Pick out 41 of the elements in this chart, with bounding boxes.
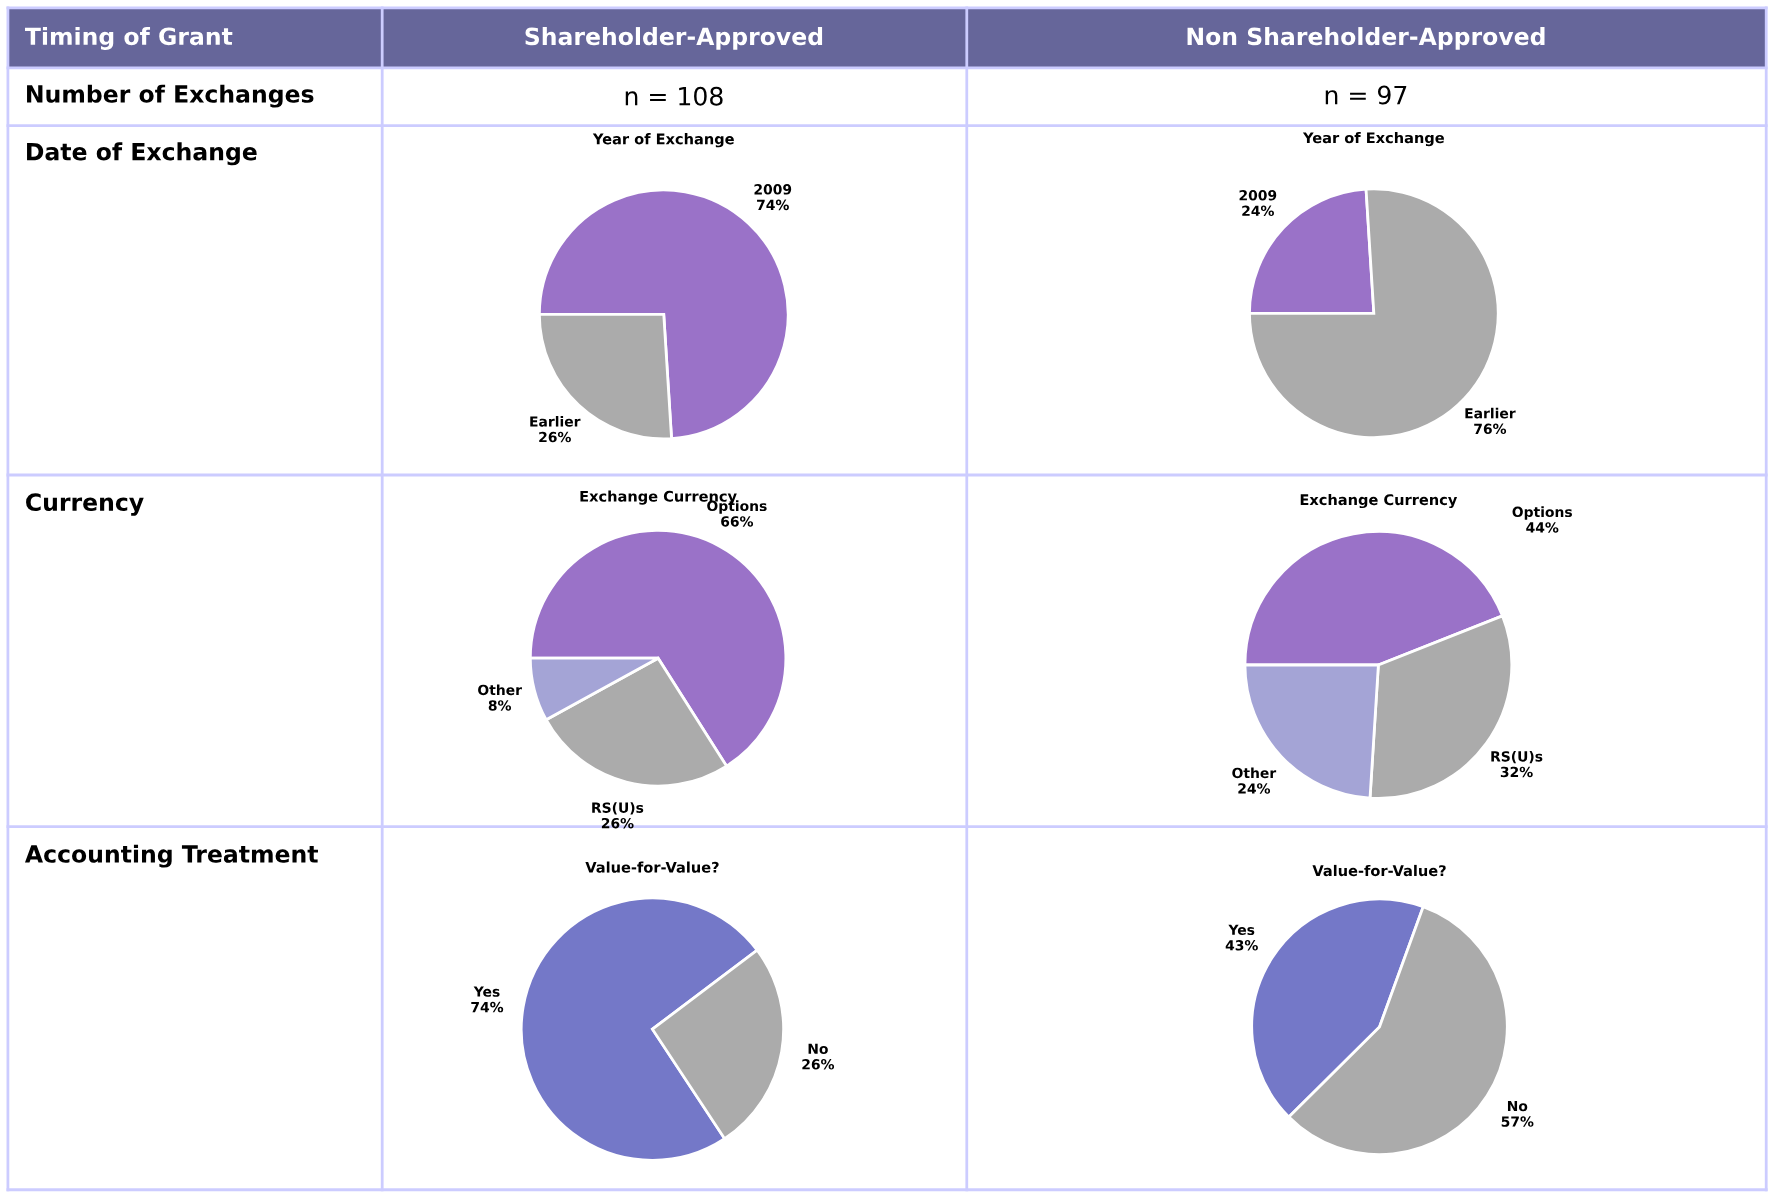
slice-label: Other (1232, 767, 1277, 779)
slice-label: No (1507, 1100, 1528, 1112)
text: n = 108 (625, 86, 723, 106)
data-label: 32% (1500, 766, 1533, 778)
data-label: 57% (1501, 1116, 1534, 1127)
slice-label: 2009 (754, 184, 792, 195)
data-label: 74% (757, 199, 789, 211)
data-label: 24% (1242, 205, 1274, 217)
data-label: 8% (488, 700, 512, 711)
data-label: 26% (802, 1059, 835, 1070)
slice-label: RS(U)s (1491, 750, 1543, 764)
data-label: 43% (1225, 940, 1258, 951)
data-label: 66% (721, 516, 754, 527)
data-label: 44% (1526, 522, 1559, 533)
slice-label: Earlier (530, 415, 581, 427)
text: Non Shareholder-Approved (1187, 27, 1545, 50)
slice-label: Yes (473, 986, 500, 997)
chart-title: Year of Exchange (1302, 131, 1444, 147)
text: n = 97 (1325, 85, 1407, 105)
chart-title: Value-for-Value? (1312, 864, 1446, 877)
text: Timing of Grant (24, 26, 233, 50)
slice-label: 2009 (1239, 190, 1277, 201)
data-label: 74% (471, 1001, 504, 1013)
text: Shareholder-Approved (525, 27, 823, 50)
text: Number of Exchanges (27, 84, 314, 108)
text: Date of Exchange (27, 142, 257, 166)
text: Accounting Treatment (24, 844, 318, 868)
slice-label: Yes (1228, 924, 1255, 936)
data-label: 26% (539, 431, 571, 443)
chart-title: Value-for-Value? (585, 861, 719, 873)
slice-label: Other (478, 684, 522, 696)
chart-title: Year of Exchange (592, 133, 734, 148)
slice-label: Earlier (1465, 407, 1516, 419)
data-label: 26% (601, 817, 634, 829)
slice-label: Options (1512, 506, 1572, 520)
data-label: 24% (1238, 783, 1271, 794)
text: Currency (26, 493, 144, 516)
data-label: 76% (1474, 423, 1507, 435)
slice-label: No (808, 1043, 828, 1054)
chart-title: Exchange Currency (1300, 493, 1458, 509)
slice-label: RS(U)s (592, 802, 644, 815)
